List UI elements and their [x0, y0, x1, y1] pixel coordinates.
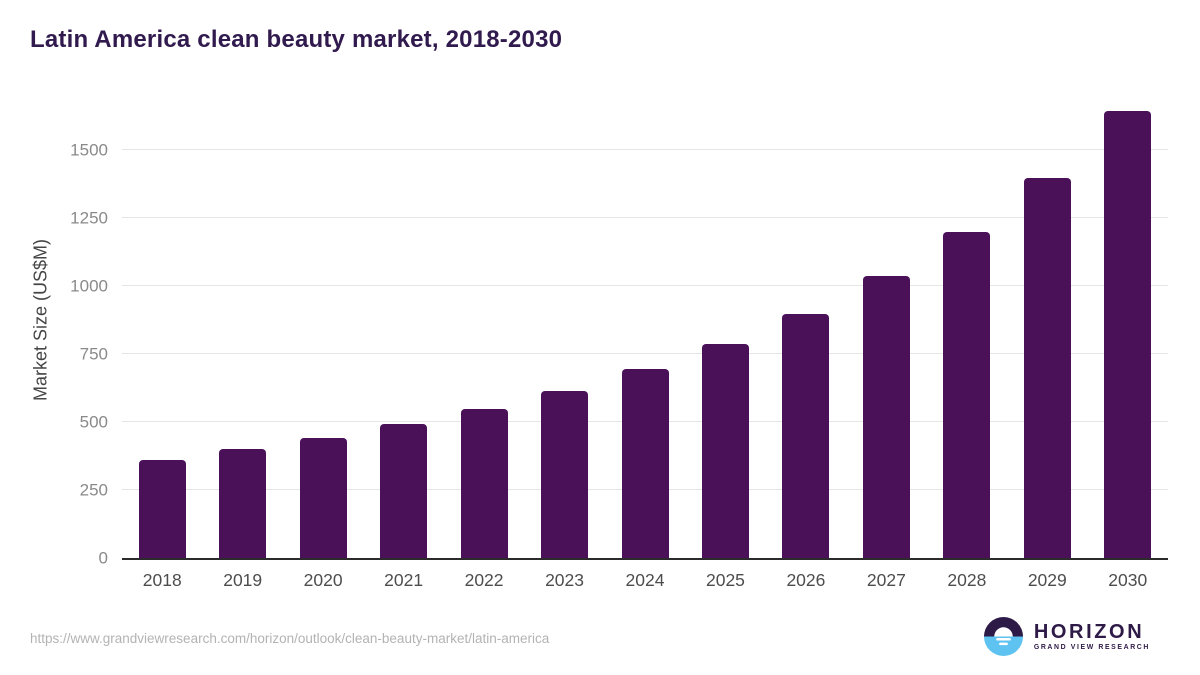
y-tick-label-250: 250 — [79, 480, 108, 500]
x-tick-label-2021: 2021 — [384, 570, 424, 590]
x-tick-label-2026: 2026 — [786, 570, 826, 590]
plot-area: 0 250 500 750 1000 1250 1500 2018 2019 2020 2021 20… — [70, 100, 1168, 590]
x-tick-label-2027: 2027 — [866, 570, 906, 590]
x-tick-label-2020: 2020 — [303, 570, 343, 590]
x-tick-label-2023: 2023 — [545, 570, 584, 590]
bar-2023 — [541, 391, 589, 558]
y-tick-label-1500: 1500 — [70, 140, 108, 160]
x-tick-label-2018: 2018 — [142, 570, 182, 590]
y-tick-label-1250: 1250 — [70, 208, 108, 228]
y-tick-label-500: 500 — [79, 412, 108, 432]
x-tick-label-2029: 2029 — [1027, 570, 1067, 590]
y-axis-title: Market Size (US$M) — [30, 238, 51, 402]
bar-2021 — [380, 423, 428, 558]
gridline-1250 — [122, 217, 1168, 219]
bar-2025 — [701, 344, 749, 558]
x-tick-label-2022: 2022 — [464, 570, 504, 590]
bar-2029 — [1023, 177, 1071, 558]
gridline-1500 — [122, 149, 1168, 151]
chart-title: Latin America clean beauty market, 2018-… — [30, 26, 563, 53]
horizon-logo: HORIZON GRAND VIEW RESEARCH — [983, 617, 1150, 656]
x-tick-label-2030: 2030 — [1108, 570, 1148, 590]
logo-wordmark: HORIZON — [1033, 620, 1145, 643]
bar-2027 — [862, 276, 910, 558]
source-url-text: https://www.grandviewresearch.com/horizo… — [30, 631, 550, 646]
y-tick-label-750: 750 — [79, 344, 108, 364]
y-tick-label-0: 0 — [98, 548, 108, 568]
bar-2024 — [621, 368, 669, 558]
x-tick-label-2019: 2019 — [223, 570, 263, 590]
x-tick-label-2028: 2028 — [947, 570, 987, 590]
x-tick-label-2024: 2024 — [625, 570, 665, 590]
gridline-750 — [122, 353, 1168, 355]
bar-2019 — [219, 449, 267, 558]
bar-2030 — [1104, 110, 1152, 558]
bar-2026 — [782, 313, 830, 558]
logo-text: HORIZON GRAND VIEW RESEARCH — [1034, 622, 1150, 652]
x-tick-label-2025: 2025 — [705, 570, 745, 590]
y-tick-label-1000: 1000 — [70, 276, 108, 296]
bar-2028 — [943, 232, 991, 558]
gridline-1000 — [122, 285, 1168, 287]
sunrise-horizon-icon — [983, 617, 1023, 656]
logo-subtitle: GRAND VIEW RESEARCH — [1033, 643, 1150, 651]
bar-2022 — [460, 408, 508, 558]
bar-2018 — [138, 459, 186, 558]
bar-2020 — [299, 437, 347, 558]
